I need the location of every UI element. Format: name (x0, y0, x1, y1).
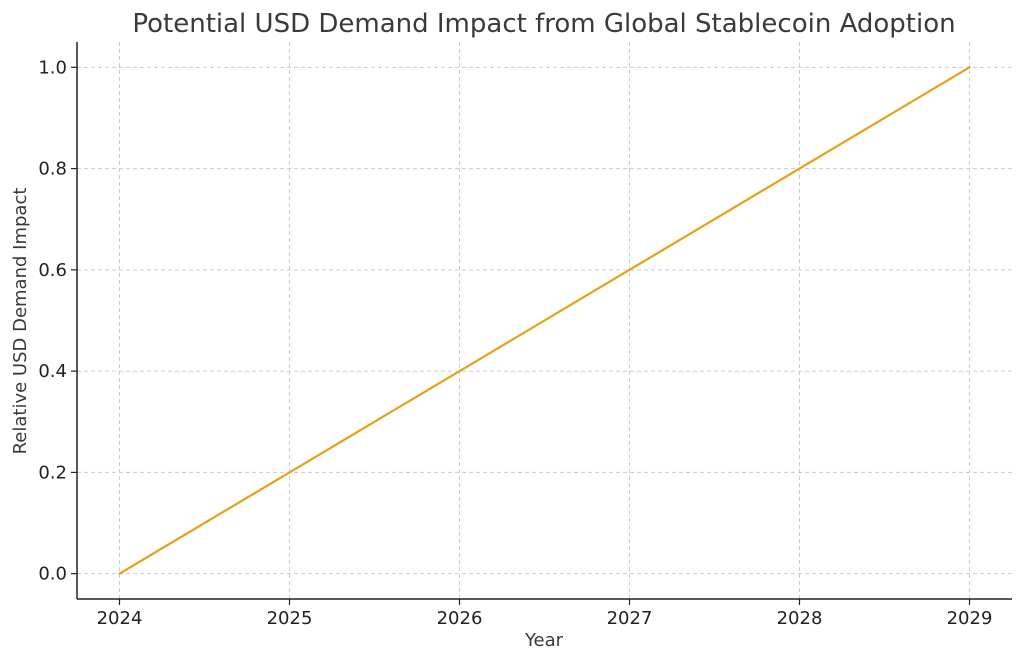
x-tick-label: 2027 (607, 608, 653, 629)
x-tick-label: 2029 (947, 608, 993, 629)
y-tick-label: 0.2 (38, 462, 67, 483)
y-tick-label: 0.8 (38, 159, 67, 180)
x-tick-label: 2025 (267, 608, 313, 629)
y-tick-label: 0.6 (38, 260, 67, 281)
x-tick-label: 2026 (437, 608, 483, 629)
series-line (118, 66, 971, 575)
x-axis-ticks: 2024 2025 2026 2027 2028 2029 (97, 599, 993, 629)
x-tick-label: 2028 (777, 608, 823, 629)
y-tick-label: 1.0 (38, 57, 67, 78)
chart-title: Potential USD Demand Impact from Global … (132, 9, 955, 39)
y-axis-ticks: 0.0 0.2 0.4 0.6 0.8 1.0 (38, 57, 77, 585)
y-axis-label: Relative USD Demand Impact (10, 188, 31, 455)
x-axis-label: Year (524, 630, 564, 651)
x-grid (119, 42, 970, 599)
x-tick-label: 2024 (97, 608, 143, 629)
y-grid (77, 66, 1012, 575)
y-tick-label: 0.0 (38, 564, 67, 585)
series-layer (118, 66, 971, 575)
y-tick-label: 0.4 (38, 361, 67, 382)
